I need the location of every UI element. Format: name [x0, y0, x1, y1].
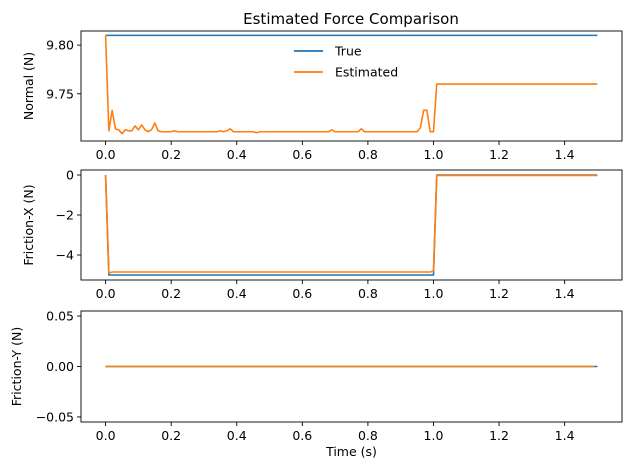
subplot-1: 0.0 0.2 0.4 0.6 0.8 1.0 1.2 1.4 9.75 9.80 Normal (…	[21, 30, 623, 162]
x-tick-label: 0.4	[227, 147, 247, 162]
x-tick-label: 0.2	[161, 286, 181, 301]
subplots: 0.0 0.2 0.4 0.6 0.8 1.0 1.2 1.4 9.75 9.80 Normal (…	[9, 30, 623, 459]
legend: True Estimated	[294, 44, 398, 80]
chart-title: Estimated Force Comparison	[243, 10, 459, 28]
x-tick-label: 0.6	[292, 286, 312, 301]
x-tick-label: 0.4	[227, 286, 247, 301]
subplot-2: 0.0 0.2 0.4 0.6 0.8 1.0 1.2 1.4 −4 −2 0 Friction-X …	[21, 168, 623, 301]
y-tick-label: −4	[56, 248, 74, 263]
y-tick-label: 9.80	[46, 38, 74, 53]
x-tick-label: 0.2	[161, 147, 181, 162]
x-tick-label: 1.0	[424, 286, 444, 301]
axes-frame	[80, 169, 623, 281]
y-axis-label: Friction-Y (N)	[9, 327, 24, 406]
x-tick-label: 1.4	[555, 428, 575, 443]
x-tick-label: 1.2	[489, 428, 509, 443]
x-tick-label: 1.0	[424, 428, 444, 443]
y-tick-label: 9.75	[46, 86, 74, 101]
series-line-estimated	[104, 35, 598, 135]
x-tick-label: 0.6	[292, 428, 312, 443]
y-axis-label: Friction-X (N)	[21, 184, 36, 265]
x-tick-label: 0.6	[292, 147, 312, 162]
x-tick-label: 0.8	[358, 286, 378, 301]
x-tick-label: 0.8	[358, 428, 378, 443]
subplot-3: 0.0 0.2 0.4 0.6 0.8 1.0 1.2 1.4 −0.05 0.00 0.05 Fri…	[9, 309, 623, 459]
x-tick-label: 0.8	[358, 147, 378, 162]
y-tick-label: −0.05	[36, 409, 74, 424]
x-tick-label: 1.4	[555, 286, 575, 301]
x-tick-label: 0.0	[96, 286, 116, 301]
x-tick-label: 0.2	[161, 428, 181, 443]
x-tick-label: 1.0	[424, 147, 444, 162]
x-tick-label: 1.2	[489, 286, 509, 301]
axes-frame	[80, 30, 623, 142]
x-tick-label: 1.2	[489, 147, 509, 162]
x-axis-label: Time (s)	[325, 444, 377, 459]
y-tick-label: 0.00	[46, 359, 74, 374]
y-tick-label: 0.05	[46, 309, 74, 324]
x-tick-label: 0.4	[227, 428, 247, 443]
series-line-true	[104, 174, 598, 276]
legend-label-true: True	[334, 44, 362, 59]
x-tick-label: 0.0	[96, 428, 116, 443]
y-axis-label: Normal (N)	[21, 52, 36, 120]
x-tick-label: 0.0	[96, 147, 116, 162]
y-tick-label: −2	[56, 208, 74, 223]
series-group	[104, 174, 598, 276]
series-group	[104, 34, 598, 135]
x-tick-label: 1.4	[555, 147, 575, 162]
y-tick-label: 0	[66, 168, 74, 183]
legend-label-estimated: Estimated	[335, 65, 398, 80]
series-line-estimated	[104, 174, 598, 274]
